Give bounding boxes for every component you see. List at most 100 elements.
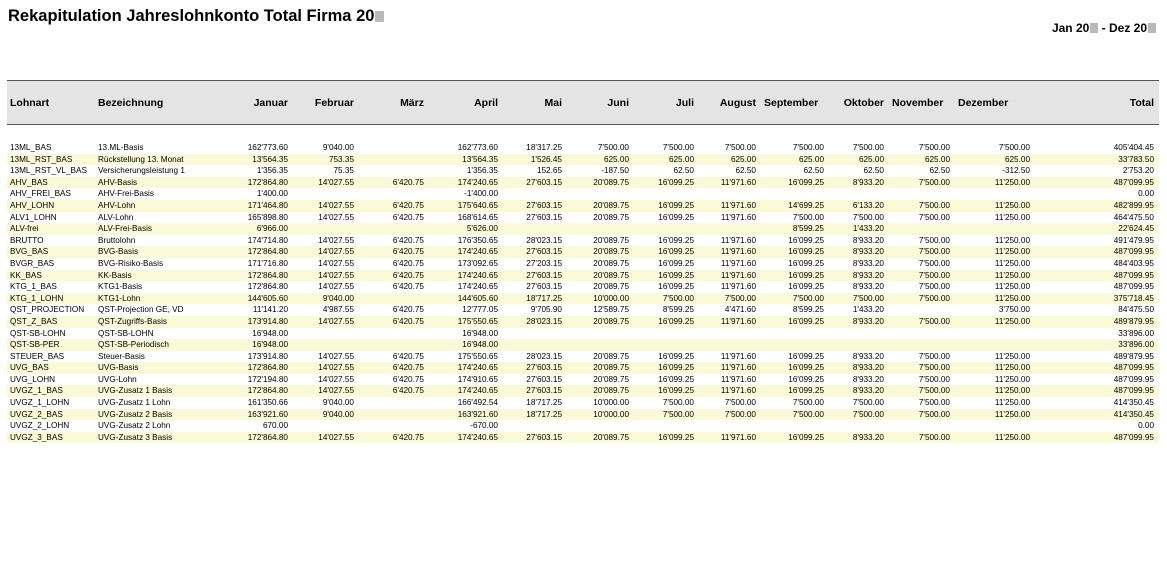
cell-februar: 14'027.55	[318, 282, 354, 292]
cell-juni: 7'500.00	[597, 143, 629, 152]
cell-mai: 152.65	[536, 166, 562, 176]
cell-august: 11'971.60	[699, 176, 761, 189]
cell-märz: 6'420.75	[359, 431, 429, 444]
cell-mai: 18'717.25	[503, 292, 567, 305]
cell-total: 487'099.95	[1035, 431, 1159, 444]
cell-januar: 173'914.80	[247, 351, 288, 361]
report-period: Jan 20 - Dez 20	[1052, 21, 1156, 35]
cell-lohnart: 13ML_BAS	[10, 143, 52, 152]
cell-september	[761, 188, 829, 200]
cell-februar	[293, 339, 359, 351]
cell-bezeichnung: ALV-Lohn	[98, 212, 134, 222]
cell-november	[889, 188, 955, 200]
table-row: KTG_1_LOHN KTG1-Lohn 144'605.60 9'040.00 144…	[7, 292, 1159, 305]
cell-november: 7'500.00	[889, 246, 955, 258]
cell-april: 174'240.65	[429, 246, 503, 258]
cell-lohnart: UVGZ_1_BAS	[7, 385, 95, 398]
cell-november: 7'500.00	[889, 431, 955, 444]
cell-märz: 6'420.75	[392, 212, 424, 222]
cell-dezember: 11'250.00	[955, 292, 1035, 305]
cell-november: 7'500.00	[918, 282, 950, 292]
cell-juli	[634, 328, 699, 340]
cell-bezeichnung: UVG-Zusatz 2 Basis	[95, 408, 215, 421]
cell-bezeichnung: QST-Projection GE, VD	[98, 305, 184, 315]
cell-september	[761, 420, 829, 432]
column-header-oktober: Oktober	[829, 80, 889, 125]
cell-oktober: 8'933.20	[829, 315, 889, 328]
cell-november: 7'500.00	[889, 176, 955, 189]
cell-juni: 20'089.75	[567, 176, 634, 189]
cell-märz	[359, 408, 429, 421]
cell-april: 174'910.65	[457, 374, 498, 384]
cell-dezember: 11'250.00	[994, 374, 1030, 384]
cell-total: 487'099.95	[1035, 176, 1159, 189]
cell-august: 11'971.60	[699, 246, 761, 258]
column-header-februar: Februar	[293, 80, 359, 125]
cell-juni: 20'089.75	[593, 282, 629, 292]
table-row: QST-SB-LOHN QST-SB-LOHN 16'948.00 16'948.00…	[7, 328, 1159, 340]
cell-november: 7'500.00	[889, 385, 955, 398]
cell-total: 489'879.95	[1113, 351, 1154, 361]
cell-lohnart: 13ML_RST_VL_BAS	[10, 166, 87, 176]
cell-september: 62.50	[803, 166, 825, 176]
cell-bezeichnung: QST-Zugriffs-Basis	[95, 315, 215, 328]
cell-november	[889, 420, 955, 432]
cell-august: 11'971.60	[720, 212, 756, 222]
cell-november: 7'500.00	[889, 362, 955, 374]
cell-januar: 172'864.80	[215, 269, 293, 282]
cell-april: 175'550.65	[429, 315, 503, 328]
cell-juni: 20'089.75	[567, 385, 634, 398]
cell-september: 16'099.25	[788, 258, 824, 268]
cell-september: 16'099.25	[788, 351, 824, 361]
cell-februar: 9'040.00	[322, 143, 354, 152]
cell-februar: 75.35	[333, 166, 355, 176]
cell-dezember: 11'250.00	[955, 246, 1035, 258]
cell-februar: 14'027.55	[293, 246, 359, 258]
cell-mai: 28'023.15	[503, 315, 567, 328]
cell-oktober: 6'133.20	[829, 199, 889, 212]
cell-dezember: 11'250.00	[955, 199, 1035, 212]
cell-total: 487'099.95	[1035, 385, 1159, 398]
cell-april: 168'614.65	[457, 212, 498, 222]
cell-lohnart: QST_Z_BAS	[7, 315, 95, 328]
cell-januar: 172'864.80	[215, 431, 293, 444]
cell-februar: 14'027.55	[318, 235, 354, 245]
cell-august	[699, 420, 761, 432]
cell-mai: 28'023.15	[526, 235, 562, 245]
cell-märz	[359, 292, 429, 305]
cell-oktober: 8'933.20	[829, 269, 889, 282]
cell-lohnart: BVGR_BAS	[10, 258, 55, 268]
cell-juli: 16'099.25	[634, 431, 699, 444]
cell-februar: 753.35	[293, 153, 359, 166]
cell-august: 11'971.60	[720, 235, 756, 245]
cell-september: 16'099.25	[761, 431, 829, 444]
cell-bezeichnung: AHV-Frei-Basis	[98, 189, 154, 199]
cell-september: 8'599.25	[761, 223, 829, 235]
cell-lohnart: AHV_LOHN	[7, 199, 95, 212]
cell-august: 7'500.00	[724, 398, 756, 408]
cell-mai: 27'203.15	[526, 258, 562, 268]
cell-august: 7'500.00	[699, 292, 761, 305]
cell-dezember: 11'250.00	[994, 258, 1030, 268]
cell-oktober	[829, 339, 889, 351]
table-row: AHV_BAS AHV-Basis 172'864.80 14'027.55 6'420…	[7, 176, 1159, 189]
cell-lohnart: BRUTTO	[10, 235, 44, 245]
cell-märz: 6'420.75	[392, 305, 424, 315]
cell-november	[889, 223, 955, 235]
cell-august: 7'500.00	[724, 143, 756, 152]
cell-oktober: 8'933.20	[852, 258, 884, 268]
cell-märz: 6'420.75	[392, 282, 424, 292]
cell-mai: 27'603.15	[526, 282, 562, 292]
cell-oktober: 8'933.20	[852, 374, 884, 384]
cell-april: 175'550.65	[457, 351, 498, 361]
table-row: 13ML_RST_VL_BAS Versicherungsleistung 1 1'…	[7, 165, 1159, 177]
cell-januar: 172'864.80	[247, 282, 288, 292]
cell-oktober: 625.00	[829, 153, 889, 166]
cell-juli: 16'099.25	[658, 282, 694, 292]
cell-bezeichnung: UVG-Zusatz 2 Lohn	[98, 421, 171, 431]
cell-august: 11'971.60	[699, 269, 761, 282]
cell-november: 7'500.00	[889, 269, 955, 282]
table-row: UVGZ_2_BAS UVG-Zusatz 2 Basis 163'921.60 9'…	[7, 408, 1159, 421]
cell-mai: 9'705.90	[530, 305, 562, 315]
cell-juni: 625.00	[567, 153, 634, 166]
